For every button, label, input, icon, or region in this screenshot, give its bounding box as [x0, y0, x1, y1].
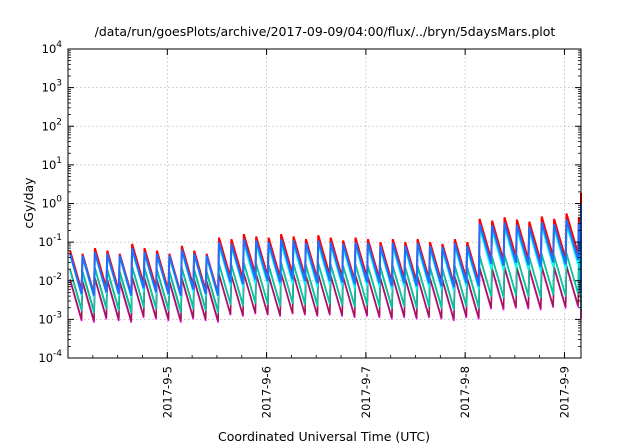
y-tick-exponent: 1	[56, 156, 62, 166]
series-group	[69, 192, 582, 323]
y-tick-label: 103	[42, 79, 62, 95]
y-tick-label: 100	[42, 195, 63, 211]
y-tick-label: 10-2	[38, 272, 62, 288]
y-tick-exponent: -3	[53, 310, 62, 320]
x-tick-label: 2017-9-9	[557, 366, 571, 418]
y-tick-label: 102	[42, 117, 62, 133]
y-tick-label: 10-3	[38, 310, 62, 326]
x-axis-ticks: 2017-9-5 2017-9-6 2017-9-7 2017-9-8 2017-9-9	[67, 49, 571, 418]
y-tick-exponent: 3	[56, 79, 62, 89]
y-tick-exponent: 0	[56, 195, 62, 205]
chart-title: /data/run/goesPlots/archive/2017-09-09/0…	[95, 24, 556, 39]
y-axis-label: cGy/day	[21, 177, 36, 229]
y-tick-exponent: 4	[56, 40, 62, 50]
x-tick-label: 2017-9-8	[458, 366, 472, 418]
x-tick-label: 2017-9-7	[359, 366, 373, 418]
y-tick-label: 10-1	[38, 233, 62, 249]
y-tick-exponent: -4	[53, 349, 62, 359]
y-tick-label: 101	[42, 156, 62, 172]
y-tick-exponent: -1	[53, 233, 62, 243]
y-tick-exponent: -2	[53, 272, 62, 282]
x-axis-label: Coordinated Universal Time (UTC)	[218, 429, 430, 444]
y-tick-exponent: 2	[56, 117, 62, 127]
grid-lines	[68, 49, 581, 358]
y-tick-label: 10-4	[38, 349, 62, 365]
x-tick-label: 2017-9-6	[260, 366, 274, 418]
x-tick-label: 2017-9-5	[160, 366, 174, 418]
y-tick-label: 104	[42, 40, 63, 56]
